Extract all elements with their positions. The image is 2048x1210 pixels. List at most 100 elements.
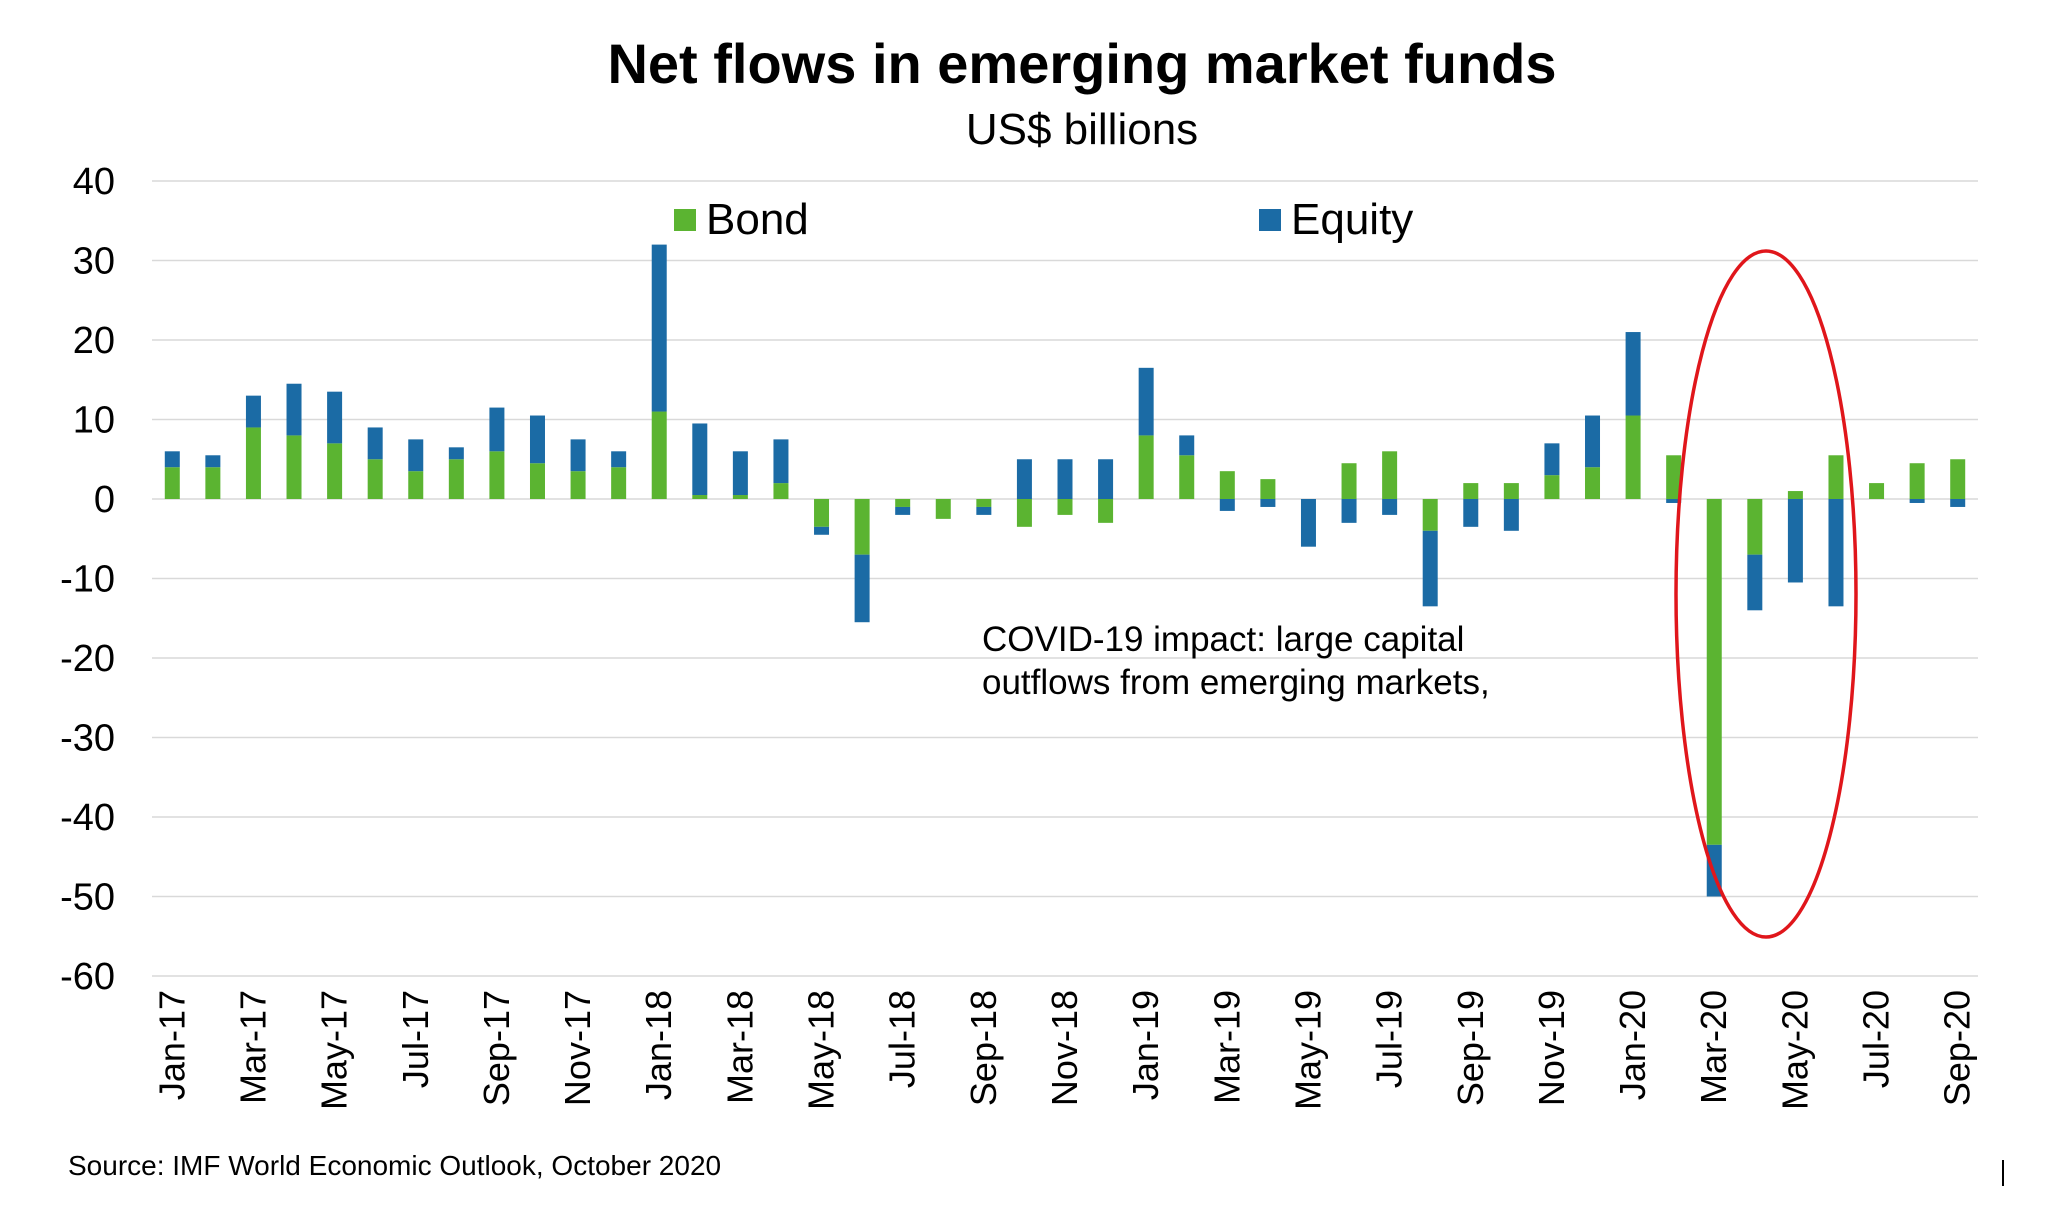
bar-bond-sep-20 — [1950, 459, 1966, 499]
x-tick-label: Mar-17 — [232, 990, 273, 1104]
x-tick-label: Jan-18 — [638, 990, 679, 1100]
bar-equity-apr-20 — [1747, 554, 1763, 611]
y-tick-label: -50 — [60, 877, 115, 919]
bar-equity-jan-20 — [1625, 332, 1641, 416]
x-tick-label: May-17 — [314, 990, 355, 1110]
bar-equity-jan-17 — [164, 451, 180, 468]
bar-bond-jul-20 — [1869, 483, 1885, 499]
bar-bond-sep-18 — [976, 499, 992, 507]
bar-bond-oct-17 — [529, 463, 545, 499]
annotation-line-2: outflows from emerging markets, — [982, 663, 1490, 702]
legend: Bond Equity — [674, 195, 1413, 244]
bar-bond-apr-17 — [286, 435, 302, 499]
x-tick-label: Sep-17 — [476, 990, 517, 1106]
x-tick-label: Jul-19 — [1369, 990, 1410, 1088]
bar-bond-mar-17 — [245, 427, 261, 499]
bar-equity-dec-17 — [611, 451, 627, 468]
bar-bond-jun-20 — [1828, 455, 1844, 499]
gridlines — [152, 180, 1978, 977]
x-tick-label: Sep-18 — [963, 990, 1004, 1106]
x-tick-label: Jan-20 — [1612, 990, 1653, 1100]
x-tick-label: May-19 — [1287, 990, 1328, 1110]
bar-equity-oct-19 — [1503, 499, 1519, 531]
bar-bond-jul-17 — [408, 471, 424, 499]
x-tick-label: Jul-18 — [882, 990, 923, 1088]
chart-subtitle: US$ billions — [966, 105, 1198, 154]
bar-bond-oct-18 — [1016, 499, 1032, 527]
bar-equity-dec-18 — [1098, 459, 1114, 499]
legend-swatch-equity — [1259, 209, 1281, 231]
bar-bond-feb-19 — [1179, 455, 1195, 499]
bar-equity-jun-20 — [1828, 499, 1844, 607]
bar-equity-jul-18 — [895, 506, 911, 515]
bar-equity-aug-17 — [448, 447, 464, 460]
bar-bond-sep-19 — [1463, 483, 1479, 499]
bar-bond-oct-19 — [1503, 483, 1519, 499]
bar-equity-sep-17 — [489, 407, 505, 452]
bar-bond-jul-18 — [895, 499, 911, 507]
bar-bond-feb-17 — [205, 467, 221, 499]
bar-equity-mar-19 — [1219, 499, 1235, 511]
x-tick-label: Sep-19 — [1450, 990, 1491, 1106]
bar-equity-aug-20 — [1909, 499, 1925, 503]
bar-bond-jun-17 — [367, 459, 383, 499]
bar-bond-apr-19 — [1260, 479, 1276, 499]
x-tick-label: Jul-20 — [1856, 990, 1897, 1088]
bars — [164, 244, 1966, 897]
bar-equity-aug-19 — [1422, 530, 1438, 607]
bar-equity-jul-19 — [1382, 499, 1398, 515]
bar-equity-apr-17 — [286, 383, 302, 436]
bar-equity-may-20 — [1787, 499, 1803, 583]
bar-equity-may-17 — [327, 391, 343, 444]
bar-equity-jul-17 — [408, 439, 424, 472]
bar-equity-mar-17 — [245, 395, 261, 428]
chart-title: Net flows in emerging market funds — [607, 32, 1556, 95]
bar-bond-aug-19 — [1422, 499, 1438, 531]
y-axis-ticks: 40 30 20 10 0 -10 -20 -30 -40 -50 -60 — [60, 161, 115, 998]
x-tick-label: Jan-19 — [1125, 990, 1166, 1100]
bar-equity-mar-18 — [732, 451, 748, 496]
bar-bond-jul-19 — [1382, 451, 1398, 499]
bar-equity-sep-20 — [1950, 499, 1966, 507]
bar-bond-jun-19 — [1341, 463, 1357, 499]
x-tick-label: May-18 — [801, 990, 842, 1110]
x-tick-label: Jan-17 — [151, 990, 192, 1100]
bar-bond-dec-17 — [611, 467, 627, 499]
bar-bond-nov-19 — [1544, 475, 1560, 499]
bar-equity-feb-17 — [205, 455, 221, 468]
bar-equity-jun-17 — [367, 427, 383, 460]
legend-swatch-bond — [674, 209, 696, 231]
bar-bond-may-20 — [1787, 491, 1803, 499]
bar-equity-feb-18 — [692, 423, 708, 496]
bar-bond-may-18 — [814, 499, 830, 527]
x-tick-label: Nov-17 — [557, 990, 598, 1106]
bar-bond-nov-18 — [1057, 499, 1073, 515]
bar-equity-oct-18 — [1016, 459, 1032, 499]
bar-bond-dec-19 — [1585, 467, 1601, 499]
bar-equity-jan-19 — [1138, 367, 1154, 436]
bar-bond-jun-18 — [854, 499, 870, 555]
y-tick-label: 0 — [94, 479, 115, 521]
bar-bond-apr-18 — [773, 483, 789, 499]
bar-equity-feb-19 — [1179, 435, 1195, 456]
bar-bond-may-17 — [327, 443, 343, 499]
bar-bond-mar-20 — [1706, 499, 1722, 845]
x-tick-label: Mar-20 — [1693, 990, 1734, 1104]
bar-equity-may-18 — [814, 526, 830, 535]
bar-bond-jan-20 — [1625, 415, 1641, 499]
bar-equity-oct-17 — [529, 415, 545, 464]
y-tick-label: 20 — [73, 320, 115, 362]
y-tick-label: -30 — [60, 718, 115, 760]
bar-equity-nov-19 — [1544, 443, 1560, 476]
bar-equity-nov-18 — [1057, 459, 1073, 499]
y-tick-label: 30 — [73, 241, 115, 283]
bar-bond-mar-18 — [732, 495, 748, 499]
bar-bond-feb-20 — [1666, 455, 1682, 499]
y-tick-label: 40 — [73, 161, 115, 203]
source-note: Source: IMF World Economic Outlook, Octo… — [68, 1150, 721, 1181]
annotation: COVID-19 impact: large capital outflows … — [982, 249, 1858, 939]
bar-bond-apr-20 — [1747, 499, 1763, 555]
bar-bond-jan-19 — [1138, 435, 1154, 499]
y-tick-label: -60 — [60, 956, 115, 998]
